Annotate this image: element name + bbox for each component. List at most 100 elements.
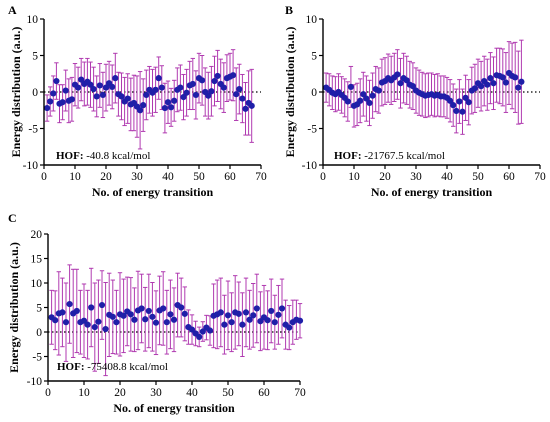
data-point — [211, 77, 218, 85]
data-point — [242, 309, 250, 316]
y-axis-label: Energy distribution (a.u.) — [283, 27, 297, 158]
data-point — [183, 89, 190, 96]
data-point — [199, 328, 206, 335]
data-point — [149, 313, 156, 320]
x-axis-label: No. of energy transition — [371, 185, 493, 199]
data-point — [286, 324, 293, 331]
y-tick-label: -10 — [23, 160, 39, 172]
data-point — [73, 307, 80, 315]
data-point — [512, 74, 519, 81]
x-tick-label: 0 — [320, 171, 326, 183]
x-tick-label: 40 — [186, 387, 198, 399]
data-point — [220, 84, 227, 91]
data-point — [95, 318, 102, 325]
data-point — [462, 94, 469, 101]
data-point — [296, 317, 304, 324]
data-point — [112, 75, 119, 82]
data-point — [47, 98, 54, 105]
x-tick-label: 20 — [379, 171, 391, 183]
data-point — [109, 313, 116, 320]
data-point — [278, 305, 286, 312]
data-point — [93, 93, 100, 100]
x-tick-label: 0 — [45, 387, 51, 399]
data-point — [366, 99, 373, 107]
data-point — [192, 91, 199, 99]
data-point — [152, 86, 159, 93]
data-point — [239, 95, 246, 102]
data-point — [109, 83, 116, 90]
x-tick-label: 30 — [410, 171, 422, 183]
data-point — [80, 317, 88, 324]
data-point — [459, 108, 466, 115]
data-point — [140, 102, 147, 109]
data-point — [171, 97, 178, 104]
x-tick-label: 70 — [294, 387, 306, 399]
data-point — [242, 105, 249, 112]
hof-annotation: HOF: -75408.8 kcal/mol — [57, 361, 168, 373]
data-point — [189, 80, 196, 88]
data-point — [137, 107, 144, 114]
data-point — [375, 87, 382, 94]
hof-label: HOF: — [56, 150, 84, 162]
data-point — [53, 77, 60, 85]
data-point — [369, 92, 376, 99]
data-point — [271, 319, 278, 326]
panel-letter: C — [8, 211, 17, 225]
data-point — [347, 83, 354, 90]
x-axis-label: No. of energy transition — [92, 185, 214, 199]
data-point — [465, 99, 472, 106]
data-point — [62, 319, 70, 326]
y-tick-label: 10 — [31, 278, 43, 290]
y-tick-label: 0 — [311, 87, 317, 99]
x-tick-label: 10 — [69, 171, 81, 183]
data-point — [275, 311, 282, 318]
y-tick-label: -5 — [307, 124, 317, 136]
x-tick-label: 70 — [255, 171, 267, 183]
data-point — [178, 304, 185, 311]
data-point — [515, 84, 522, 91]
data-point — [206, 327, 214, 334]
data-point — [152, 319, 160, 326]
data-point — [228, 319, 235, 326]
hof-label: HOF: — [57, 361, 85, 373]
data-point — [499, 74, 506, 81]
panel-letter: A — [8, 3, 17, 17]
x-tick-label: 50 — [222, 387, 234, 399]
x-tick-label: 40 — [441, 171, 453, 183]
panel-a: A 0 10 20 30 40 50 60 70 -10 -5 0 5 10 HOF: -40.8 kcal… — [8, 3, 267, 199]
data-point — [248, 102, 255, 109]
data-point — [163, 319, 170, 326]
data-point — [52, 317, 59, 324]
data-point — [447, 97, 454, 104]
hof-value: -21767.5 kcal/mol — [362, 150, 445, 162]
y-tick-label: 5 — [36, 303, 42, 315]
data-point — [450, 102, 457, 109]
x-tick-label: 60 — [503, 171, 515, 183]
y-tick-label: 0 — [36, 327, 42, 339]
data-point — [490, 80, 497, 87]
data-point — [164, 99, 172, 106]
y-axis-label: Energy distribution (a.u.) — [9, 27, 23, 158]
data-point — [142, 316, 149, 323]
data-point — [233, 91, 240, 98]
data-point — [155, 75, 162, 82]
x-tick-label: 50 — [193, 171, 205, 183]
data-point — [456, 98, 463, 105]
x-tick-label: 70 — [534, 171, 546, 183]
panel-letter: B — [285, 3, 293, 17]
data-point — [113, 319, 120, 326]
data-point — [127, 311, 134, 318]
data-point — [471, 85, 478, 92]
data-point — [131, 316, 138, 323]
data-point — [78, 76, 85, 83]
data-point — [502, 79, 509, 86]
data-point — [344, 98, 351, 105]
data-point — [205, 92, 212, 99]
data-point — [167, 311, 174, 318]
data-point — [102, 325, 109, 333]
panel-c: C 0 10 20 30 40 50 60 70 -10 -5 0 5 10 15 20 HOF: -75408… — [7, 211, 306, 415]
y-tick-label: 0 — [32, 87, 38, 99]
data-point — [66, 300, 73, 308]
data-point — [59, 309, 66, 316]
y-tick-label: 10 — [27, 14, 39, 26]
